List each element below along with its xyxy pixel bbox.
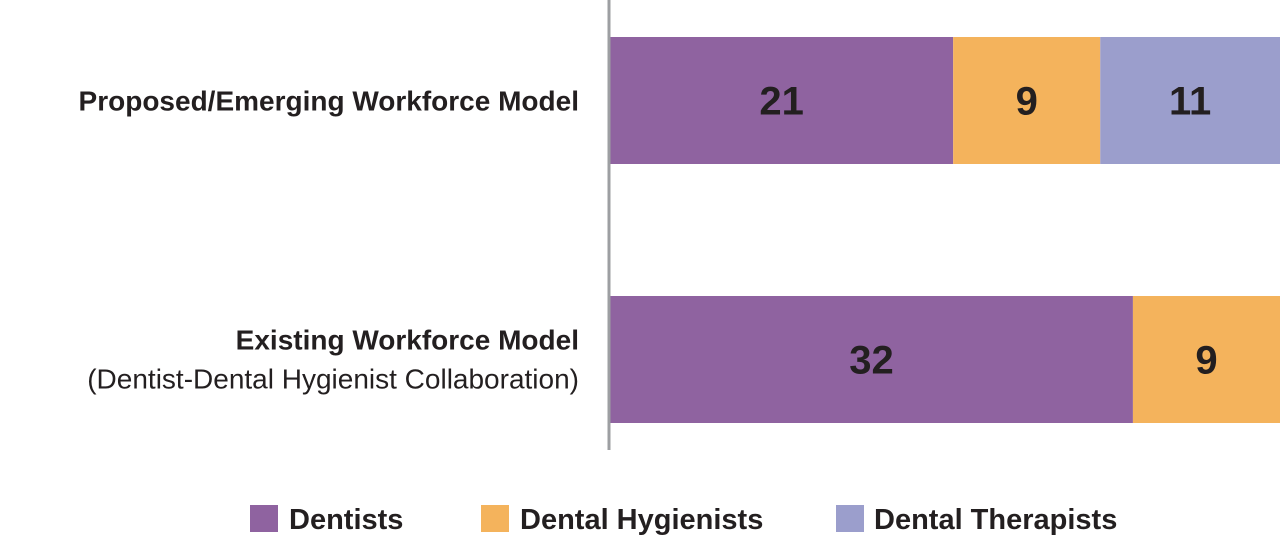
- category-labels-group: Proposed/Emerging Workforce Model Existin…: [79, 86, 579, 395]
- category-sublabel: (Dentist-Dental Hygienist Collaboration): [87, 364, 579, 395]
- legend-swatch-dentists: [250, 505, 278, 532]
- legend: Dentists Dental Hygienists Dental Therapis…: [250, 504, 1117, 536]
- bar-value-label: 32: [849, 339, 894, 383]
- legend-swatch-dental-therapists: [836, 505, 864, 532]
- legend-swatch-dental-hygienists: [481, 505, 509, 532]
- bar-1-dental-hygienists: [953, 37, 1101, 164]
- category-label: Proposed/Emerging Workforce Model: [79, 86, 579, 117]
- bar-value-label: 11: [1169, 80, 1211, 124]
- bar-2-dental-hygienists: [1132, 296, 1280, 423]
- bar-1-dental-therapists: [1100, 37, 1280, 164]
- bar-value-label: 9: [1016, 80, 1038, 124]
- bar-value-label: 21: [759, 80, 804, 124]
- bar-value-label: 9: [1195, 339, 1217, 383]
- category-label: Existing Workforce Model: [236, 325, 579, 356]
- bar-2-dentists: [610, 296, 1133, 423]
- bar-1-dentists: [610, 37, 954, 164]
- legend-label: Dental Therapists: [874, 504, 1117, 536]
- legend-label: Dental Hygienists: [520, 504, 763, 536]
- bars-group: [610, 37, 1280, 423]
- legend-label: Dentists: [289, 504, 403, 536]
- bar-labels-group: 21 9 11 32 9: [759, 80, 1217, 383]
